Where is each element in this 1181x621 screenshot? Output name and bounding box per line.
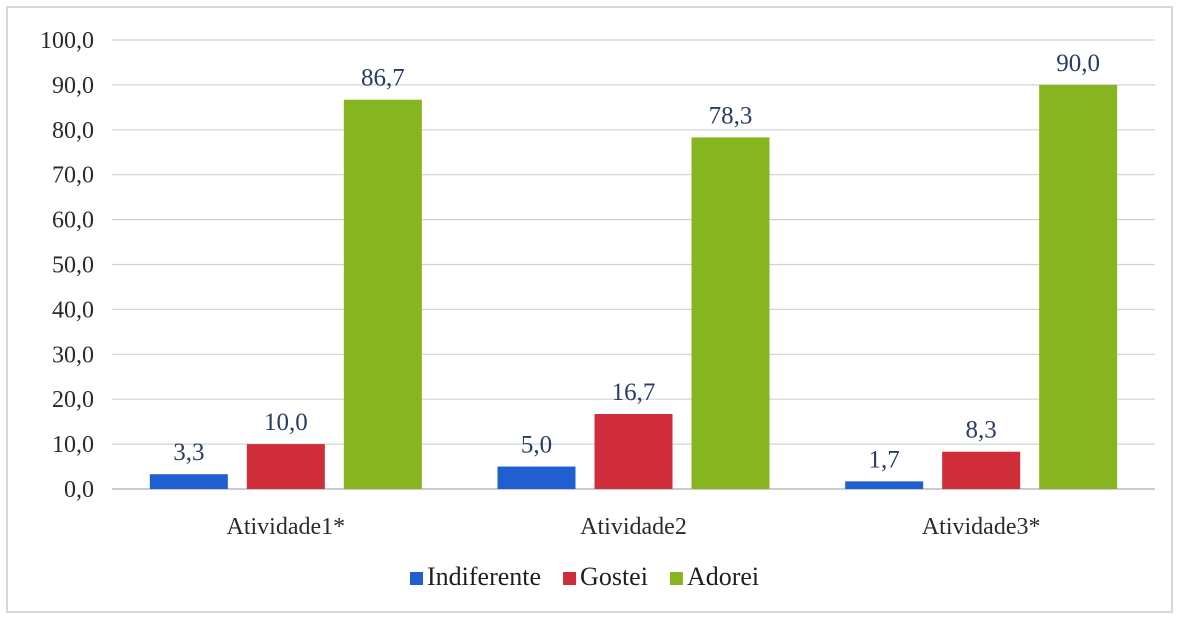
x-tick-label: Atividade3* (922, 514, 1041, 540)
legend-swatch-adorei (669, 572, 683, 585)
bar-adorei-2 (691, 137, 770, 490)
data-label: 86,7 (361, 65, 405, 92)
y-tick-label: 30,0 (52, 342, 94, 368)
bar-gostei-2 (594, 414, 673, 489)
y-tick-label: 60,0 (52, 208, 94, 234)
bar-adorei-3 (1039, 84, 1118, 490)
bar-indiferente-3 (845, 481, 924, 489)
legend-label: Indiferente (427, 562, 541, 591)
bar-indiferente-2 (497, 466, 576, 489)
data-label: 5,0 (521, 432, 552, 459)
y-tick-label: 20,0 (52, 387, 94, 413)
legend-label: Adorei (687, 562, 759, 591)
data-label: 1,7 (869, 446, 900, 473)
legend-swatch-gostei (563, 572, 577, 585)
data-label: 16,7 (612, 379, 656, 406)
bar-gostei-3 (942, 451, 1021, 489)
y-tick-label: 40,0 (52, 297, 94, 323)
bar-gostei-1 (246, 444, 325, 489)
data-label: 78,3 (709, 102, 753, 129)
bar-indiferente-1 (149, 474, 228, 489)
y-tick-label: 70,0 (52, 163, 94, 189)
x-tick-label: Atividade1* (227, 514, 346, 540)
legend-label: Gostei (580, 562, 648, 591)
data-label: 90,0 (1056, 50, 1100, 77)
y-tick-label: 100,0 (40, 28, 94, 54)
y-tick-label: 80,0 (52, 118, 94, 144)
data-label: 10,0 (264, 409, 308, 436)
y-tick-label: 10,0 (52, 432, 94, 458)
y-tick-label: 50,0 (52, 253, 94, 279)
bar-adorei-1 (343, 99, 422, 489)
data-label: 8,3 (966, 417, 997, 444)
legend-swatch-indiferente (410, 572, 423, 585)
y-tick-label: 0,0 (64, 477, 94, 503)
y-tick-label: 90,0 (52, 73, 94, 99)
data-label: 3,3 (173, 439, 204, 466)
x-tick-label: Atividade2 (580, 514, 687, 540)
